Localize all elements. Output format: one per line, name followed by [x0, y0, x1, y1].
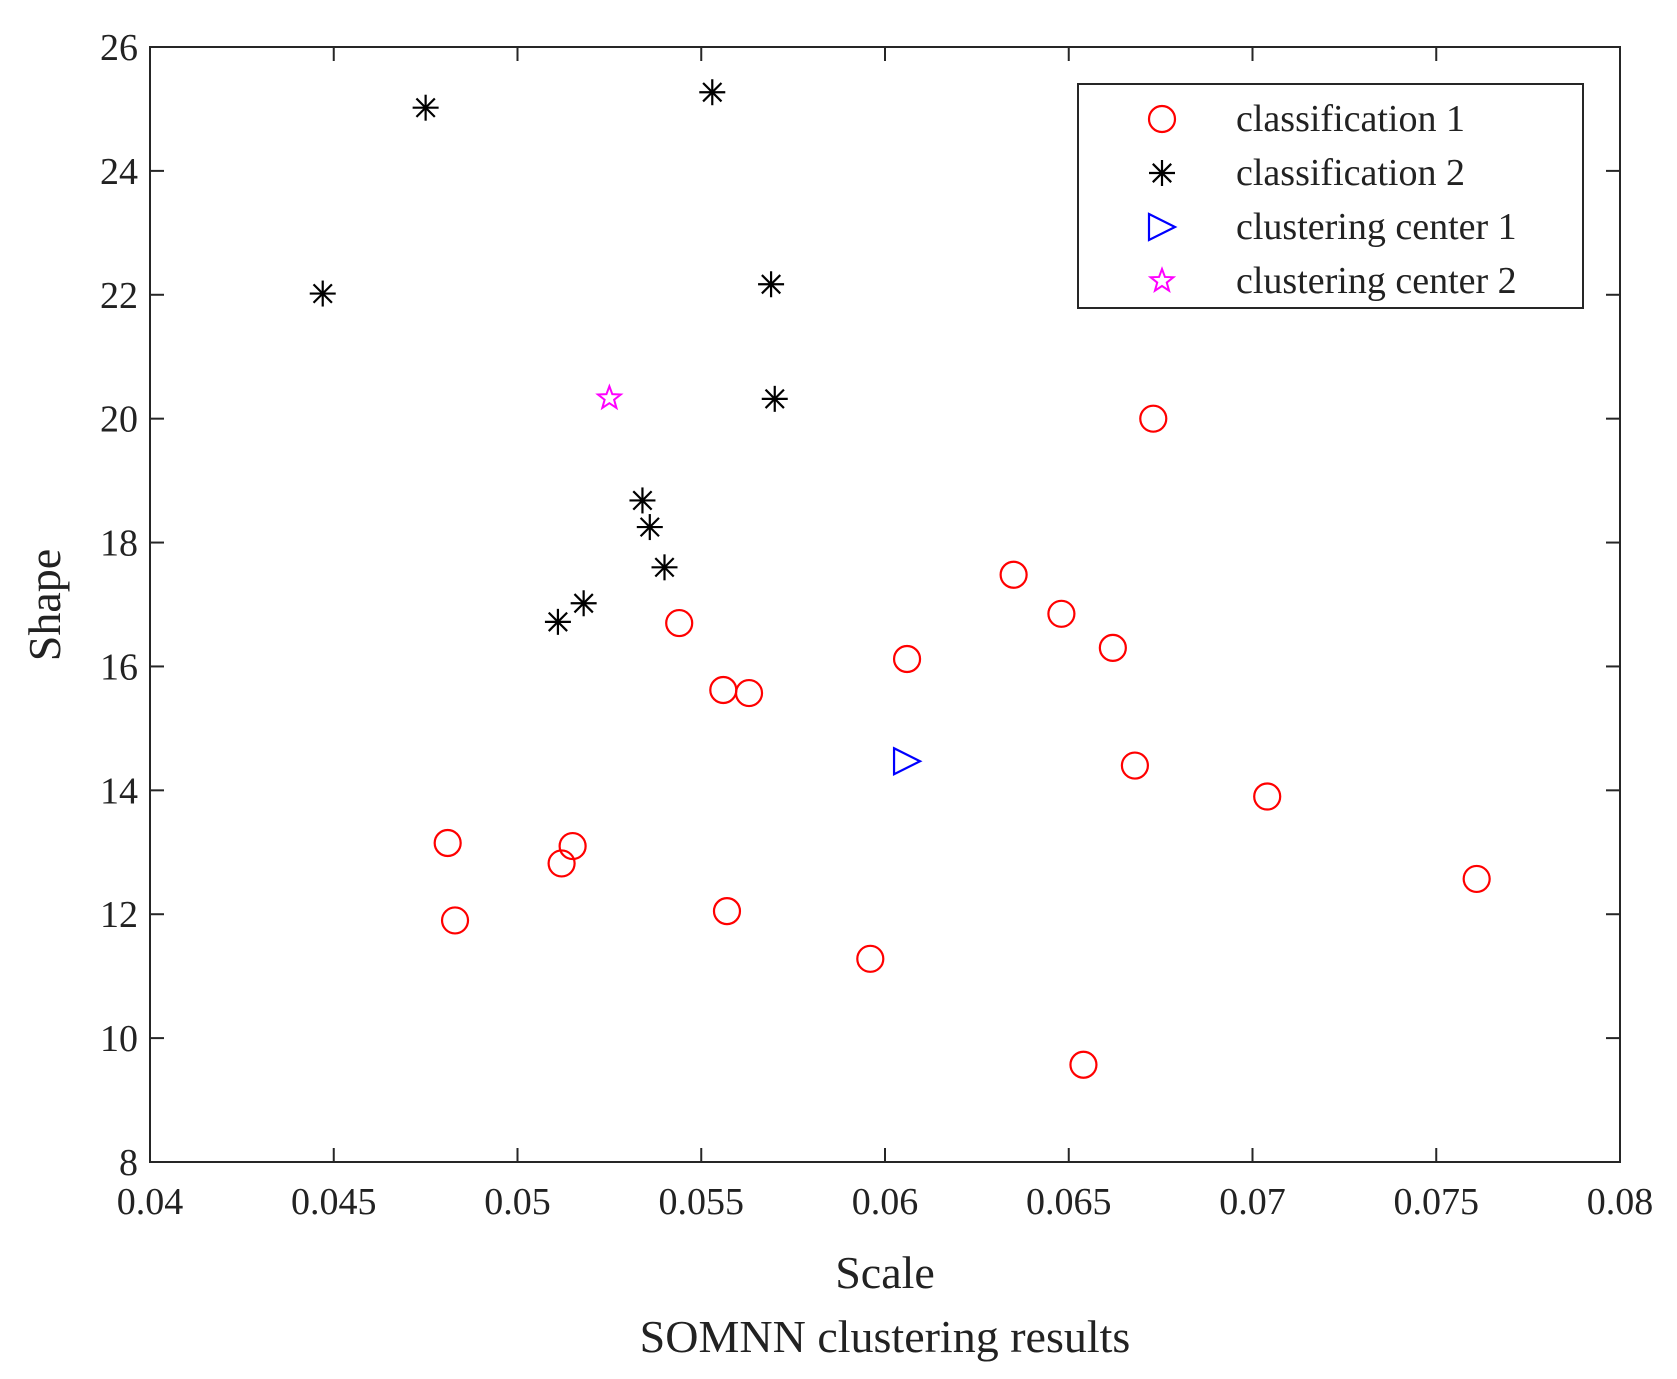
- legend-marker-2: [1149, 160, 1175, 186]
- data-point: [595, 383, 624, 411]
- data-point: [892, 644, 922, 674]
- y-tick-label: 12: [100, 894, 138, 936]
- data-point: [712, 897, 742, 926]
- y-tick-label: 20: [100, 399, 138, 441]
- legend-label-classification-2: classification 2: [1236, 152, 1465, 194]
- chart-caption: SOMNN clustering results: [640, 1311, 1131, 1362]
- y-tick-label: 10: [100, 1018, 138, 1060]
- data-point: [309, 280, 336, 307]
- data-point: [1139, 404, 1168, 433]
- y-tick-label: 24: [100, 151, 138, 193]
- legend-marker-4: [1147, 266, 1177, 294]
- data-point: [1098, 633, 1127, 662]
- x-tick-label: 0.08: [1587, 1181, 1654, 1223]
- data-points: [309, 79, 1491, 1079]
- data-point: [651, 554, 678, 581]
- legend-label-clustering-center-2: clustering center 2: [1236, 260, 1517, 302]
- x-tick-label: 0.05: [484, 1181, 551, 1223]
- data-point: [699, 79, 726, 106]
- y-tick-label: 26: [100, 27, 138, 69]
- y-tick-label: 22: [100, 275, 138, 317]
- data-point: [734, 678, 764, 708]
- data-point: [558, 831, 587, 861]
- axis-ticks: 0.04 0.045 0.05 0.055 0.06 0.065 0.07 0.075 0.08…: [100, 27, 1653, 1223]
- legend-marker-3: [1147, 212, 1178, 242]
- x-tick-label: 0.06: [852, 1181, 919, 1223]
- data-point: [433, 828, 462, 858]
- data-point: [1462, 864, 1491, 894]
- x-tick-label: 0.07: [1219, 1181, 1286, 1223]
- data-point: [758, 271, 785, 298]
- data-point: [761, 385, 788, 412]
- legend-label-classification-1: classification 1: [1236, 98, 1465, 140]
- series-4: [595, 383, 624, 411]
- data-point: [1120, 751, 1150, 780]
- data-point: [1253, 782, 1282, 811]
- x-tick-label: 0.075: [1394, 1181, 1480, 1223]
- legend-label-clustering-center-1: clustering center 1: [1236, 206, 1517, 248]
- data-point: [1047, 599, 1076, 628]
- legend: classification 1 classification 2 cluste…: [1077, 83, 1584, 309]
- x-tick-label: 0.065: [1026, 1181, 1112, 1223]
- data-point: [629, 487, 656, 514]
- legend-markers: [1147, 104, 1178, 294]
- x-tick-label: 0.055: [659, 1181, 745, 1223]
- series-2: [309, 79, 788, 635]
- data-point: [636, 514, 663, 541]
- y-tick-label: 18: [100, 523, 138, 565]
- series-1: [433, 404, 1491, 1079]
- data-point: [892, 746, 923, 776]
- data-point: [856, 944, 885, 973]
- data-point: [544, 608, 571, 635]
- data-point: [570, 590, 597, 617]
- data-point: [440, 906, 470, 935]
- y-axis-label: Shape: [19, 549, 70, 661]
- data-point: [1069, 1050, 1098, 1079]
- data-point: [547, 849, 576, 878]
- y-tick-label: 8: [119, 1142, 138, 1184]
- x-tick-label: 0.045: [291, 1181, 377, 1223]
- y-tick-label: 16: [100, 646, 138, 688]
- legend-marker-1: [1147, 104, 1177, 134]
- data-point: [999, 560, 1028, 589]
- data-point: [412, 94, 439, 121]
- series-3: [892, 746, 923, 776]
- x-axis-label: Scale: [835, 1247, 935, 1298]
- y-tick-label: 14: [100, 770, 138, 812]
- x-tick-label: 0.04: [117, 1181, 184, 1223]
- data-point: [665, 608, 694, 638]
